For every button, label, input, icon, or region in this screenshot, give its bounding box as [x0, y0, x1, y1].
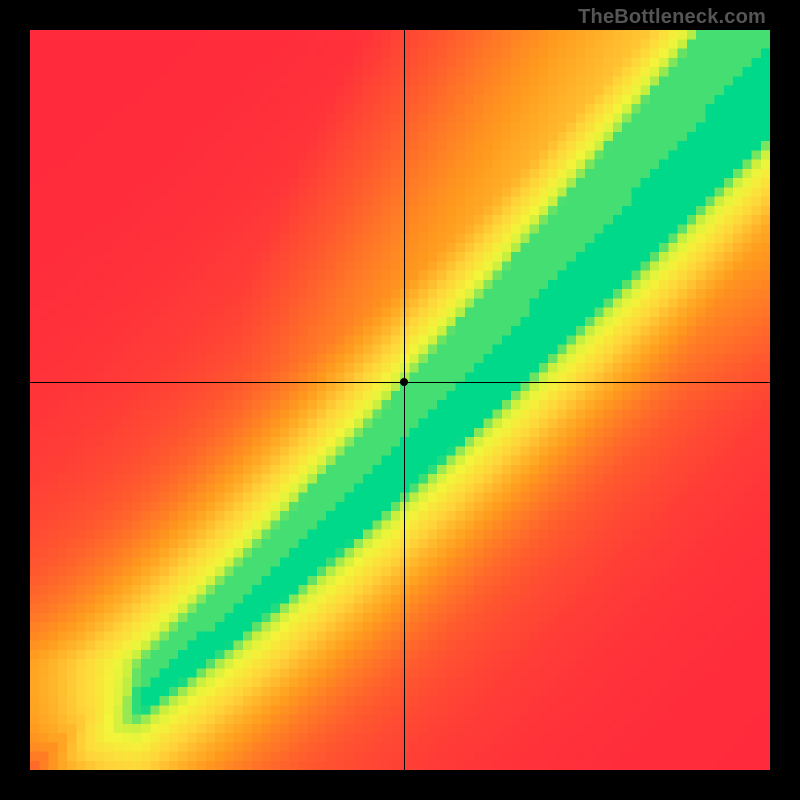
crosshair-vertical [404, 30, 405, 770]
heatmap-canvas [30, 30, 770, 770]
heatmap-plot [30, 30, 770, 770]
marker-dot [400, 378, 408, 386]
watermark-text: TheBottleneck.com [578, 6, 766, 29]
